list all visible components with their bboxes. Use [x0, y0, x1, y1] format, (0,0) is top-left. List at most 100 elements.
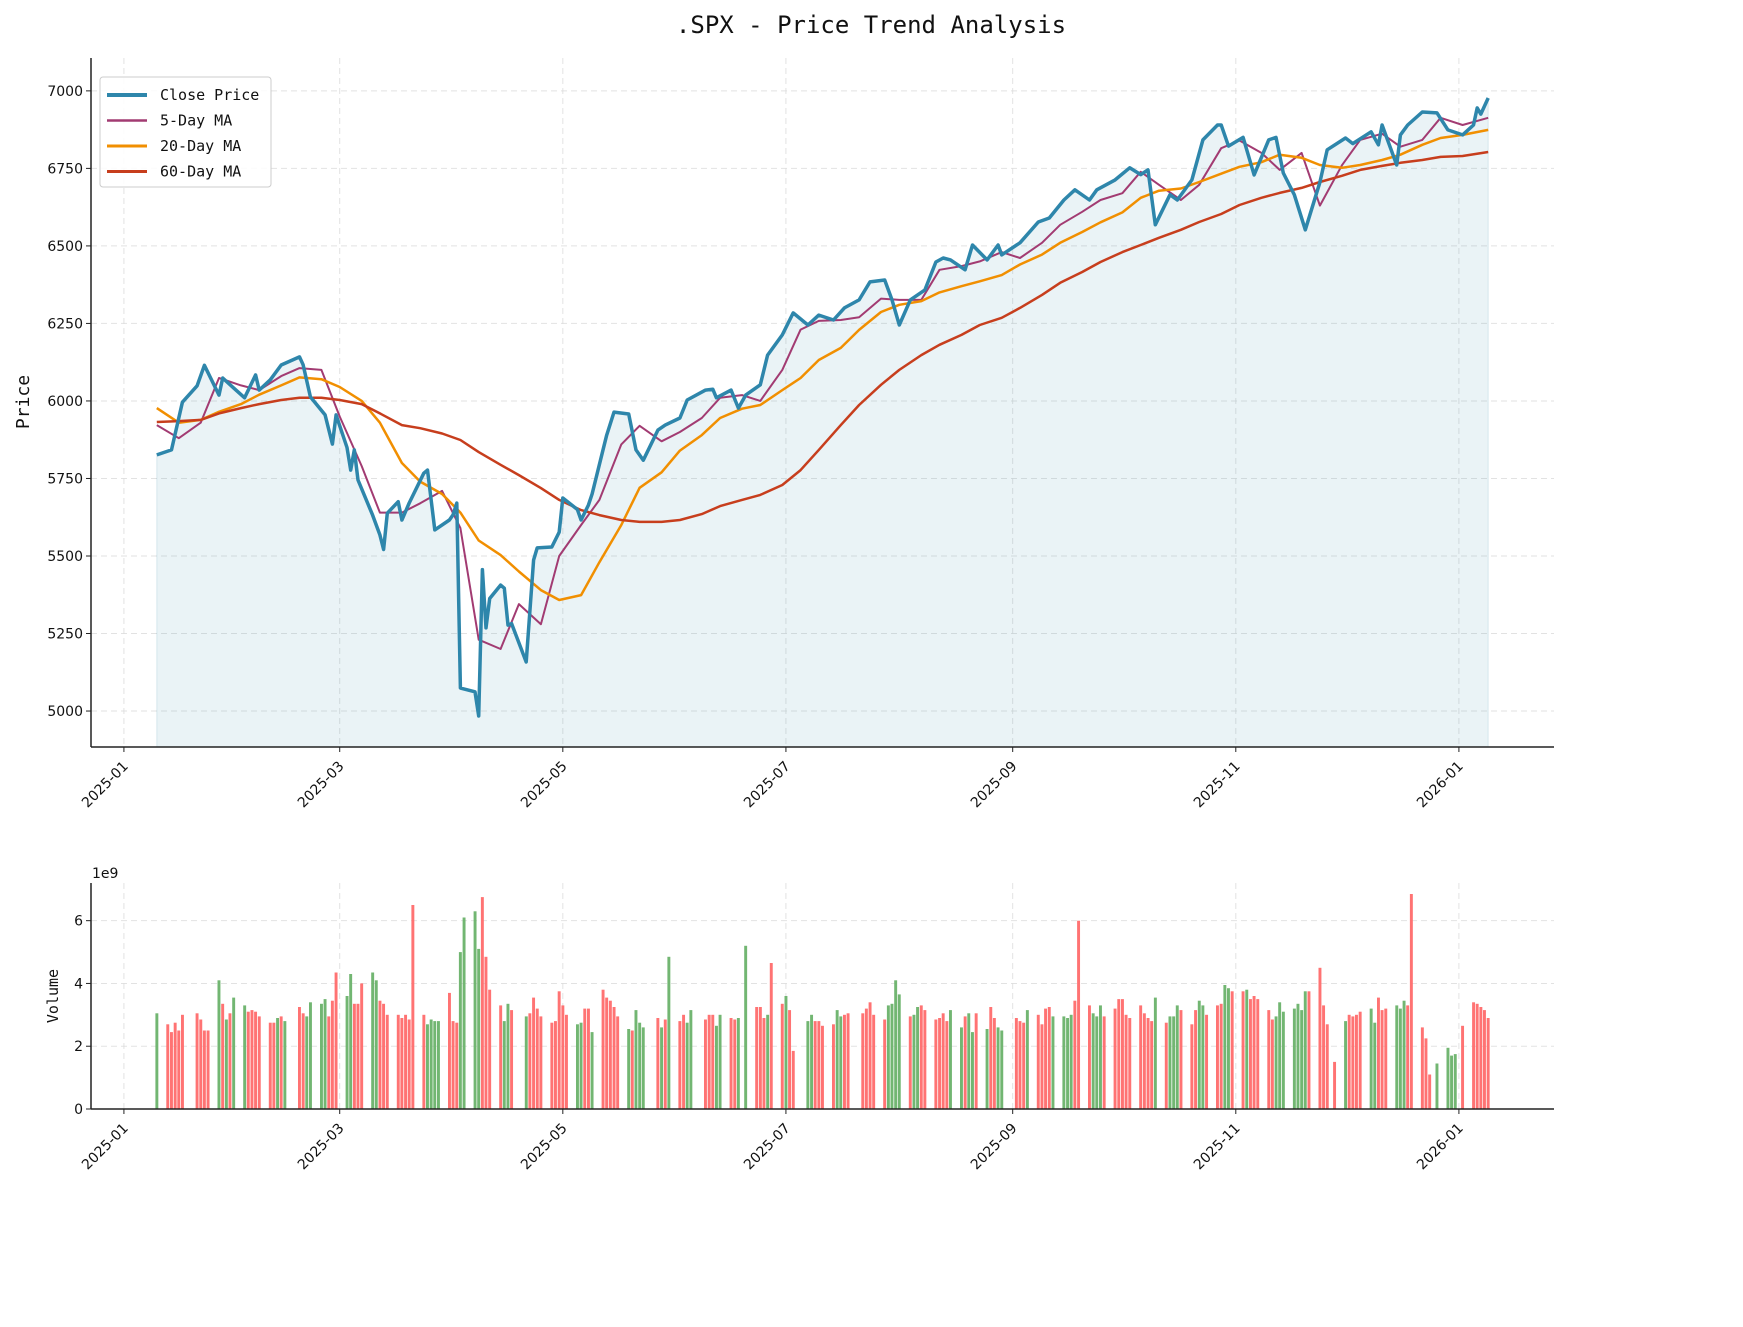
- legend: Close Price 5-Day MA 20-Day MA 60-Day MA: [99, 76, 272, 188]
- volume-bar: [934, 1019, 938, 1109]
- volume-bar: [835, 1010, 839, 1109]
- x-tick-label: 2025-05: [518, 759, 571, 812]
- volume-bar: [554, 1021, 557, 1109]
- volume-bar: [846, 1013, 850, 1109]
- volume-bar: [872, 1014, 876, 1109]
- y-tick-label: 5250: [47, 627, 83, 643]
- volume-bar: [1406, 1005, 1410, 1109]
- volume-bar: [1091, 1013, 1095, 1109]
- y-tick-label: 2: [74, 1039, 83, 1055]
- volume-bar: [484, 956, 488, 1109]
- volume-bar: [985, 1029, 989, 1109]
- volume-bar: [243, 1005, 247, 1109]
- volume-bar: [1325, 1024, 1329, 1110]
- volume-bar: [864, 1008, 868, 1109]
- volume-bar: [660, 1027, 664, 1109]
- volume-bar: [1461, 1025, 1465, 1109]
- volume-bar: [279, 1016, 283, 1109]
- volume-bar: [1099, 1005, 1102, 1109]
- y-tick-label: 6000: [47, 394, 83, 410]
- volume-bar: [1088, 1005, 1091, 1109]
- volume-bar: [1230, 991, 1234, 1109]
- volume-bar: [839, 1016, 843, 1109]
- volume-bar: [590, 1032, 594, 1109]
- volume-bar: [704, 1019, 707, 1109]
- volume-bar: [1245, 989, 1249, 1109]
- volume-bar: [199, 1019, 203, 1109]
- volume-bar: [996, 1027, 1000, 1109]
- volume-bar: [736, 1018, 740, 1109]
- volume-bar: [1347, 1014, 1351, 1109]
- legend-label: 20-Day MA: [160, 137, 241, 155]
- volume-bar: [762, 1018, 766, 1109]
- volume-bar: [1256, 999, 1260, 1109]
- volume-bar: [382, 1003, 386, 1109]
- y-tick-label: 6: [74, 914, 83, 930]
- volume-bar: [908, 1016, 912, 1109]
- chart-title: .SPX - Price Trend Analysis: [676, 11, 1066, 39]
- volume-bar: [634, 1010, 638, 1109]
- volume-bar: [462, 917, 466, 1109]
- volume-bar: [1384, 1008, 1388, 1109]
- volume-bar: [641, 1027, 645, 1109]
- volume-bar: [1201, 1005, 1205, 1109]
- volume-bar: [1358, 1011, 1362, 1109]
- volume-bar: [638, 1022, 642, 1109]
- volume-bar: [718, 1014, 722, 1109]
- volume-bar: [535, 1008, 539, 1109]
- legend-label: 60-Day MA: [160, 163, 241, 181]
- volume-bar: [433, 1021, 437, 1109]
- volume-bar: [689, 1010, 693, 1109]
- volume-bar: [1483, 1010, 1486, 1109]
- volume-bar: [733, 1019, 737, 1109]
- volume-bar: [1124, 1014, 1128, 1109]
- volume-bar: [349, 974, 353, 1109]
- volume-bar: [327, 1016, 331, 1109]
- volume-bar: [1475, 1003, 1479, 1109]
- volume-bar: [707, 1014, 711, 1109]
- volume-bar: [630, 1030, 634, 1109]
- volume-bar: [1018, 1021, 1022, 1109]
- volume-bar: [488, 989, 492, 1109]
- volume-bar: [583, 1008, 587, 1109]
- volume-bar: [832, 1024, 835, 1110]
- volume-bar: [524, 1016, 528, 1109]
- volume-bar: [601, 989, 605, 1109]
- volume-bar: [228, 1013, 232, 1109]
- volume-bar: [1036, 1014, 1040, 1109]
- volume-bar: [276, 1018, 280, 1109]
- y-tick-label: 0: [74, 1102, 83, 1118]
- price-axis-label: Price: [13, 375, 34, 429]
- volume-bar: [1000, 1030, 1004, 1109]
- volume-bar: [1073, 1000, 1077, 1109]
- x-tick-label: 2025-09: [968, 759, 1021, 812]
- volume-bar: [612, 1007, 616, 1109]
- series-line-20-day-ma: [156, 128, 1489, 602]
- volume-bar: [411, 905, 415, 1109]
- volume-bar: [711, 1014, 715, 1109]
- volume-bar: [974, 1013, 978, 1109]
- volume-bar: [477, 948, 481, 1109]
- volume-bar: [1300, 1010, 1304, 1109]
- volume-bar: [923, 1010, 927, 1109]
- volume-bar: [992, 1018, 996, 1109]
- y-tick-label: 5000: [47, 704, 83, 720]
- volume-bar: [451, 1021, 455, 1109]
- volume-bar: [1194, 1010, 1198, 1109]
- x-tick-label: 2025-11: [1191, 759, 1244, 812]
- volume-bar: [1179, 1010, 1183, 1109]
- volume-bar: [1318, 967, 1322, 1110]
- volume-bar: [886, 1005, 890, 1109]
- volume-bar: [1486, 1018, 1490, 1109]
- volume-bar: [766, 1014, 770, 1109]
- volume-bar: [656, 1018, 660, 1109]
- volume-bar: [455, 1022, 459, 1109]
- volume-bar: [224, 1019, 228, 1109]
- legend-label: 5-Day MA: [160, 112, 232, 130]
- volume-bar: [532, 997, 536, 1109]
- x-tick-label: 2025-01: [79, 1121, 132, 1174]
- y-tick-label: 5500: [47, 549, 83, 565]
- volume-bar: [360, 983, 364, 1109]
- y-tick-label: 6750: [47, 161, 83, 177]
- volume-bar: [254, 1011, 258, 1109]
